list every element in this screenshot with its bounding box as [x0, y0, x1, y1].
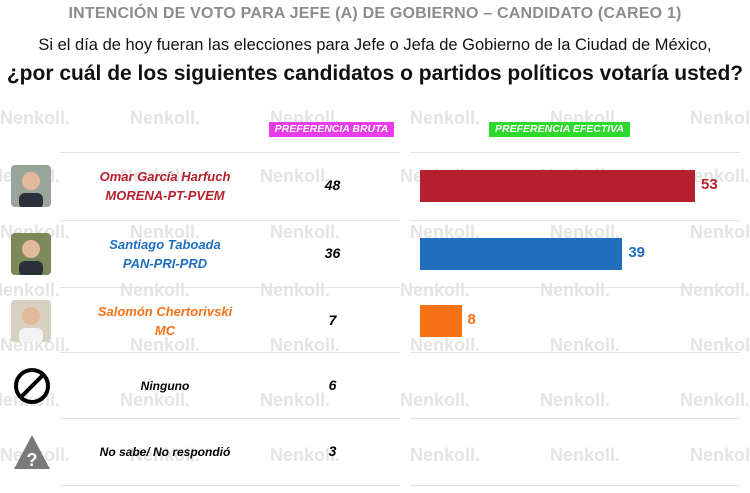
- candidate-party: MORENA-PT-PVEM: [105, 188, 225, 203]
- candidate-name: No sabe/ No respondió: [99, 445, 231, 459]
- candidate-name: Omar García Harfuch: [99, 169, 231, 184]
- row-separator: [60, 418, 400, 419]
- row-separator: [410, 152, 740, 153]
- question-line-2: ¿por cuál de los siguientes candidatos o…: [6, 62, 744, 85]
- watermark-text: Nenkoll.: [120, 280, 191, 300]
- candidate-name: Santiago Taboada: [109, 237, 221, 252]
- row-separator: [410, 418, 740, 419]
- candidate-photo: [11, 233, 51, 275]
- candidate-photo: [11, 165, 51, 207]
- candidate-label: Salomón Chertorivski MC: [55, 302, 275, 340]
- watermark-text: Nenkoll.: [690, 108, 750, 128]
- watermark-text: Nenkoll.: [130, 108, 201, 128]
- candidate-party: PAN-PRI-PRD: [122, 256, 208, 271]
- efectiva-bar: [420, 305, 462, 337]
- bruta-value: 3: [328, 443, 337, 459]
- row-separator: [410, 352, 740, 353]
- candidate-name: Ninguno: [140, 379, 190, 393]
- watermark-text: Nenkoll.: [0, 280, 61, 300]
- watermark-text: Nenkoll.: [260, 280, 331, 300]
- row-separator: [410, 220, 740, 221]
- watermark-text: Nenkoll.: [550, 445, 621, 465]
- bruta-value: 6: [328, 377, 337, 393]
- row-separator: [60, 220, 400, 221]
- bruta-value: 7: [328, 312, 337, 328]
- watermark-text: Nenkoll.: [400, 390, 471, 410]
- candidate-photo: [11, 300, 51, 342]
- efectiva-bar: [420, 238, 623, 270]
- watermark-text: Nenkoll.: [690, 445, 750, 465]
- header-preferencia-efectiva: PREFERENCIA EFECTIVA: [489, 122, 630, 137]
- efectiva-value: 39: [628, 244, 646, 261]
- watermark-text: Nenkoll.: [410, 445, 481, 465]
- watermark-text: Nenkoll.: [680, 390, 750, 410]
- watermark-text: Nenkoll.: [680, 280, 750, 300]
- question-line-1: Si el día de hoy fueran las elecciones p…: [38, 36, 712, 54]
- row-separator: [60, 152, 400, 153]
- watermark-text: Nenkoll.: [540, 390, 611, 410]
- watermark-text: Nenkoll.: [540, 280, 611, 300]
- question-triangle-icon: ?: [12, 432, 52, 477]
- candidate-label: No sabe/ No respondió: [55, 443, 275, 462]
- row-separator: [60, 485, 400, 486]
- svg-text:?: ?: [27, 450, 38, 470]
- efectiva-value: 53: [701, 176, 718, 193]
- candidate-party: MC: [154, 323, 176, 338]
- watermark-text: Nenkoll.: [0, 108, 71, 128]
- watermark-text: Nenkoll.: [400, 280, 471, 300]
- chart-title: INTENCIÓN DE VOTO PARA JEFE (A) DE GOBIE…: [68, 5, 682, 22]
- candidate-label: Ninguno: [55, 377, 275, 396]
- candidate-label: Santiago Taboada PAN-PRI-PRD: [55, 235, 275, 273]
- prohibited-icon: [12, 366, 52, 411]
- row-separator: [60, 287, 400, 288]
- row-separator: [410, 485, 740, 486]
- row-separator: [410, 287, 740, 288]
- header-preferencia-bruta: PREFERENCIA BRUTA: [269, 122, 394, 137]
- candidate-name: Salomón Chertorivski: [97, 304, 233, 319]
- efectiva-bar: [420, 170, 695, 202]
- watermark-text: Nenkoll.: [690, 222, 750, 242]
- row-separator: [60, 352, 400, 353]
- efectiva-value: 8: [467, 311, 476, 328]
- bruta-value: 36: [324, 245, 341, 261]
- bruta-value: 48: [324, 177, 341, 193]
- watermark-text: Nenkoll.: [410, 108, 481, 128]
- watermark-text: Nenkoll.: [270, 222, 341, 242]
- candidate-label: Omar García Harfuch MORENA-PT-PVEM: [55, 167, 275, 205]
